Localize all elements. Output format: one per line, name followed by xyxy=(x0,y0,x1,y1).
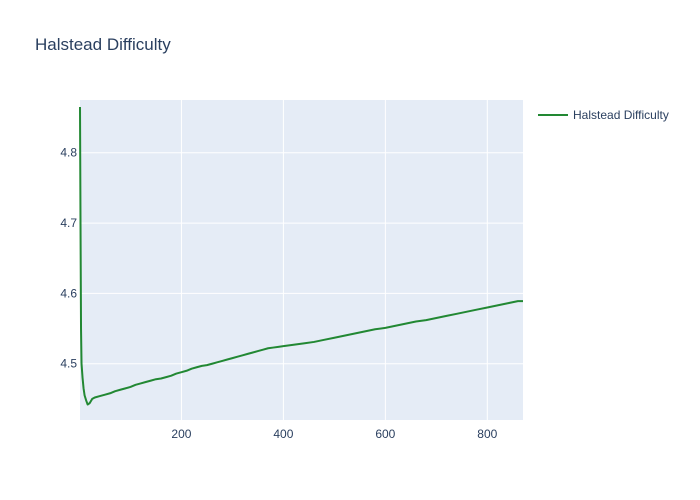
y-axis: 4.5 4.6 4.7 4.8 xyxy=(60,146,77,371)
x-axis: 200 400 600 800 xyxy=(171,427,497,441)
series-layer xyxy=(79,107,523,406)
y-tick-label: 4.5 xyxy=(60,357,77,371)
x-tick-label: 400 xyxy=(273,427,293,441)
gridlines xyxy=(80,100,523,420)
y-tick-label: 4.6 xyxy=(60,286,77,300)
series-line xyxy=(79,107,523,406)
y-tick-label: 4.8 xyxy=(60,146,77,160)
y-tick-label: 4.7 xyxy=(60,216,77,230)
chart-title: Halstead Difficulty xyxy=(35,35,171,54)
legend-label: Halstead Difficulty xyxy=(573,108,669,122)
plot-area xyxy=(80,100,523,420)
x-tick-label: 600 xyxy=(375,427,395,441)
legend[interactable]: Halstead Difficulty xyxy=(538,108,669,122)
x-tick-label: 200 xyxy=(171,427,191,441)
x-tick-label: 800 xyxy=(477,427,497,441)
